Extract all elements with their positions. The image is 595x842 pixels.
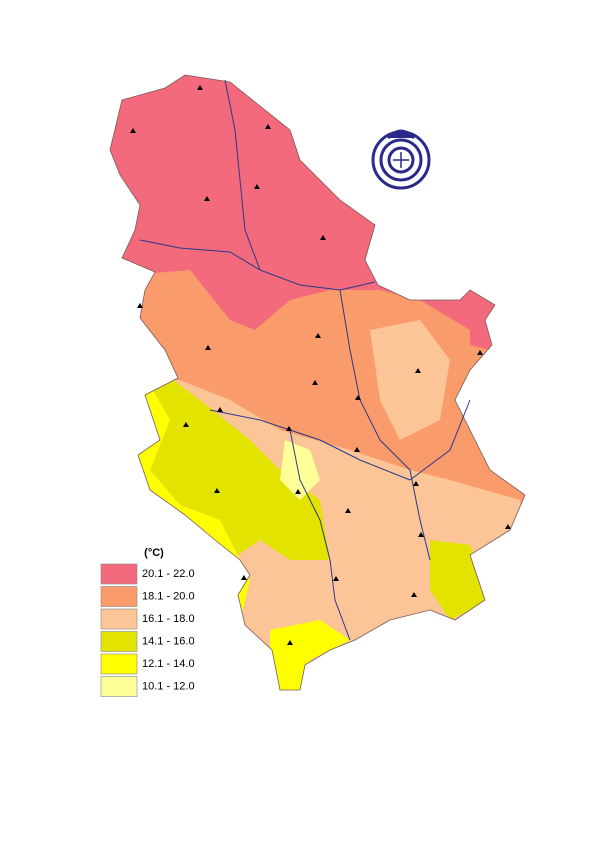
legend: (°C) 20.1 - 22.0 18.1 - 20.0 16.1 - 18.0 14… xyxy=(100,547,195,697)
legend-swatch xyxy=(100,563,138,585)
legend-label: 10.1 - 12.0 xyxy=(142,680,195,692)
legend-title: (°C) xyxy=(144,547,164,559)
zone-12-14-south xyxy=(270,620,350,690)
legend-label: 20.1 - 22.0 xyxy=(142,568,195,580)
zone-10-12 xyxy=(280,440,320,500)
rivers xyxy=(139,79,471,641)
legend-swatch xyxy=(100,676,138,697)
legend-label: 12.1 - 14.0 xyxy=(142,658,195,670)
zone-16-18-east xyxy=(370,320,450,440)
legend-label: 18.1 - 20.0 xyxy=(142,590,195,602)
legend-swatch xyxy=(100,586,138,607)
logo xyxy=(371,129,431,190)
legend-label: 16.1 - 18.0 xyxy=(142,613,195,625)
zone-20-22-east xyxy=(470,300,500,350)
legend-swatch xyxy=(100,608,138,630)
legend-label: 14.1 - 16.0 xyxy=(142,635,195,647)
legend-swatch xyxy=(100,631,138,652)
stations xyxy=(130,85,511,645)
legend-swatch xyxy=(100,653,138,675)
